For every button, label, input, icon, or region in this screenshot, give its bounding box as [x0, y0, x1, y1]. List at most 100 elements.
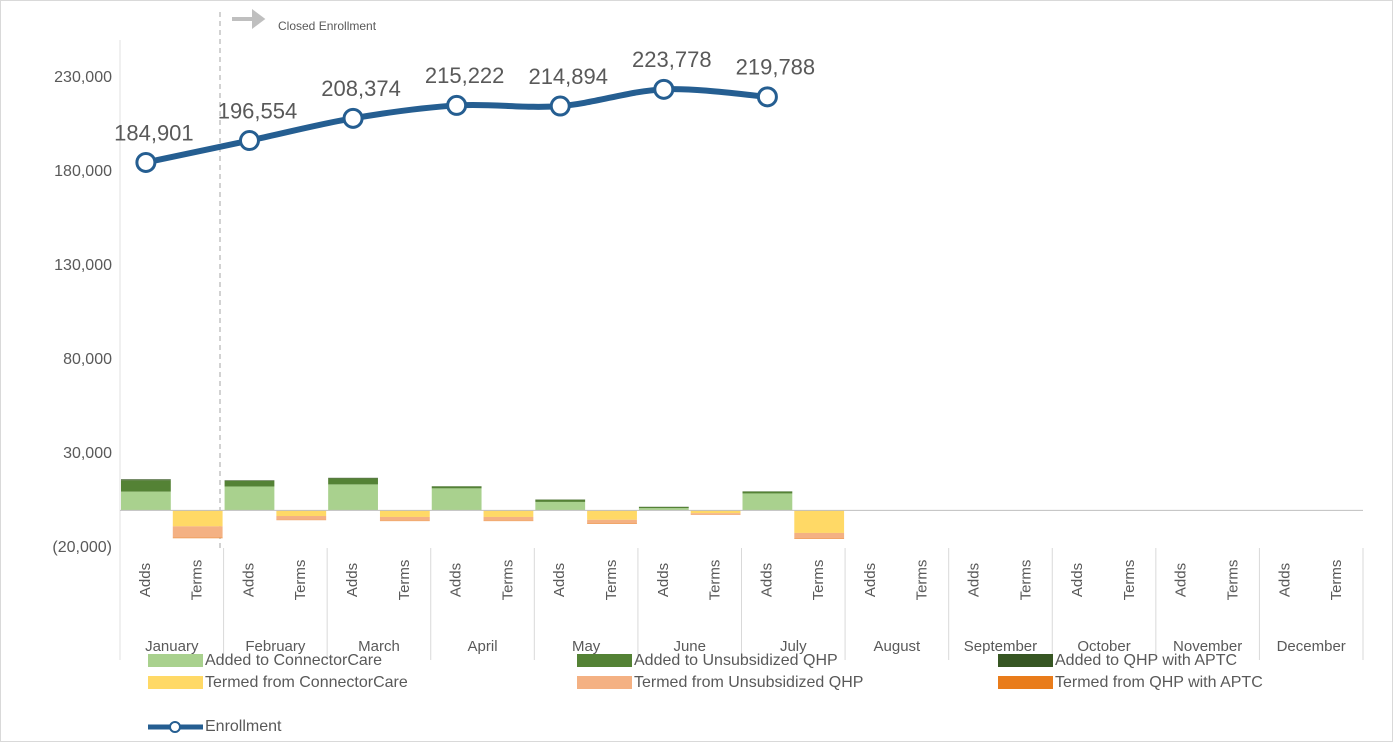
bar-segment — [379, 510, 430, 517]
bar-segment — [328, 478, 378, 485]
bar-segment — [121, 479, 171, 481]
enrollment-marker — [446, 94, 468, 116]
legend-swatch — [577, 654, 632, 667]
bar-segment — [328, 484, 378, 511]
x-tick-label: Terms — [914, 560, 931, 601]
group-label: June — [673, 638, 706, 655]
legend-label: Added to QHP with APTC — [1055, 652, 1237, 669]
bar-segment — [379, 516, 430, 521]
bar-segment — [638, 506, 689, 509]
y-tick-label: 80,000 — [63, 351, 112, 368]
bar-segment — [121, 480, 171, 492]
x-tick-label: Terms — [1224, 560, 1241, 601]
group-label: November — [1173, 638, 1242, 655]
bar-segment — [794, 510, 845, 533]
x-tick-label: Terms — [707, 560, 724, 601]
x-tick-label: Adds — [448, 563, 465, 597]
x-tick-label: Terms — [1017, 560, 1034, 601]
y-tick-label: (20,000) — [52, 539, 112, 556]
group-label: January — [145, 638, 199, 655]
bar-segment — [224, 480, 275, 487]
legend-label: Termed from Unsubsidized QHP — [634, 674, 863, 691]
data-label: 208,374 — [321, 76, 401, 101]
enrollment-marker — [342, 107, 364, 129]
annotation-arrow — [232, 9, 266, 29]
bar-segment — [794, 532, 845, 539]
legend-label: Enrollment — [205, 718, 282, 735]
x-tick-label: Terms — [1328, 560, 1345, 601]
data-label: 196,554 — [218, 98, 298, 123]
x-tick-label: Terms — [499, 560, 516, 601]
legend-swatch — [148, 676, 203, 689]
x-tick-label: Adds — [966, 563, 983, 597]
bar-segment — [742, 491, 793, 494]
bar-segment — [276, 510, 327, 517]
data-label: 223,778 — [632, 47, 712, 72]
bar-segment — [587, 510, 637, 520]
bar-segment — [172, 537, 223, 539]
y-tick-label: 30,000 — [63, 445, 112, 462]
bar-segment — [690, 510, 741, 514]
bar-segment — [742, 493, 793, 511]
legend-swatch — [148, 654, 203, 667]
x-tick-label: Adds — [655, 563, 672, 597]
group-label: February — [245, 638, 306, 655]
bar-segment — [121, 491, 171, 511]
x-tick-label: Adds — [344, 563, 361, 597]
data-label: 215,222 — [425, 63, 505, 88]
x-tick-label: Adds — [1069, 563, 1086, 597]
x-tick-label: Terms — [396, 560, 413, 601]
x-tick-label: Terms — [189, 560, 206, 601]
data-label: 219,788 — [736, 55, 816, 80]
x-tick-label: Adds — [758, 563, 775, 597]
group-label: May — [572, 638, 601, 655]
x-tick-label: Adds — [137, 563, 154, 597]
legend-swatch — [577, 676, 632, 689]
x-tick-label: Terms — [603, 560, 620, 601]
bar-segment — [535, 499, 586, 502]
bar-segment — [638, 508, 689, 511]
group-label: April — [468, 638, 498, 655]
bar-segment — [483, 516, 534, 521]
bar-segment — [172, 510, 223, 527]
bar-segment — [328, 477, 378, 479]
group-label: December — [1277, 638, 1346, 655]
bar-segment — [172, 526, 223, 538]
bar-segment — [483, 510, 534, 517]
legend-label: Termed from QHP with APTC — [1055, 674, 1263, 691]
group-label: March — [358, 638, 400, 655]
bar-segment — [224, 486, 275, 511]
x-tick-label: Adds — [862, 563, 879, 597]
legend-swatch — [998, 654, 1053, 667]
enrollment-marker — [238, 130, 260, 152]
annotation: Closed Enrollment — [278, 19, 377, 33]
bar-segment — [431, 486, 482, 489]
data-label: 184,901 — [114, 120, 194, 145]
bar-segment — [224, 480, 275, 481]
legend-label: Termed from ConnectorCare — [205, 674, 408, 691]
bar-segment — [587, 519, 637, 524]
x-tick-label: Adds — [551, 563, 568, 597]
bar-segment — [276, 516, 327, 520]
legend-marker — [169, 721, 181, 733]
enrollment-marker — [653, 78, 675, 100]
legend-label: Added to ConnectorCare — [205, 652, 382, 669]
group-label: September — [964, 638, 1037, 655]
group-label: August — [874, 638, 922, 655]
bar-segment — [690, 513, 741, 515]
bar-segment — [535, 501, 586, 511]
x-tick-label: Adds — [1173, 563, 1190, 597]
data-label: 214,894 — [528, 64, 608, 89]
x-tick-label: Terms — [292, 560, 309, 601]
bar-segment — [431, 488, 482, 511]
y-tick-label: 230,000 — [54, 69, 112, 86]
x-tick-label: Adds — [240, 563, 257, 597]
enrollment-marker — [756, 86, 778, 108]
x-tick-label: Terms — [1121, 560, 1138, 601]
legend-swatch — [998, 676, 1053, 689]
x-tick-label: Terms — [810, 560, 827, 601]
enrollment-marker — [549, 95, 571, 117]
y-tick-label: 130,000 — [54, 257, 112, 274]
